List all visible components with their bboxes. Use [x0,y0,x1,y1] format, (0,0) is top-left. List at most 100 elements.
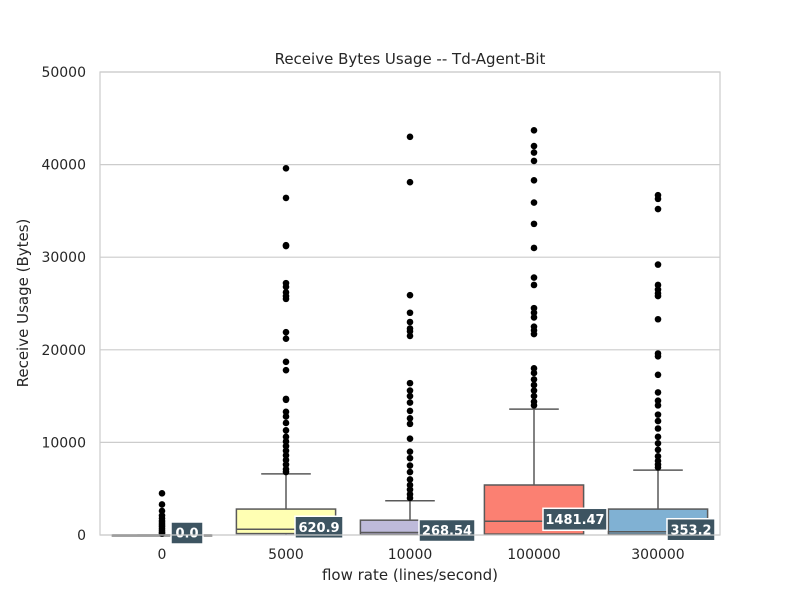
outlier-point [406,481,414,489]
outlier-point [530,127,538,134]
outlier-point [406,291,414,299]
chart-title: Receive Bytes Usage -- Td-Agent-Bit [275,50,546,68]
outlier-point [530,392,538,400]
outlier-point [530,376,538,383]
median-label: 620.9 [294,515,344,540]
outlier-point [406,309,414,317]
outlier-point [158,507,166,515]
median-label: 353.2 [666,517,716,542]
x-tick-label: 5000 [268,547,304,563]
median-label-box [170,521,204,545]
outlier-point [282,335,290,342]
outlier-point [282,452,290,459]
outlier-point [406,454,414,462]
outlier-point [406,462,414,469]
y-axis-label: Receive Usage (Bytes) [14,219,32,388]
outlier-point [654,389,662,396]
y-tick-label: 40000 [41,158,86,174]
y-tick-label: 50000 [41,65,86,81]
outlier-point [282,413,290,420]
y-axis-ticks: 0 10000 20000 30000 40000 50000 [41,65,86,544]
outlier-point [406,407,414,415]
x-axis-label: flow rate (lines/second) [322,566,498,584]
median-label-text: 1481.47 [545,513,604,528]
outlier-point [406,327,414,335]
outlier-point [654,402,662,409]
outlier-point [282,408,290,416]
outlier-point [406,387,414,394]
outlier-point [530,199,538,206]
median-label-box [542,507,608,532]
outlier-point [530,274,538,281]
outlier-point [282,283,290,291]
outlier-point [158,501,166,508]
outlier-point [282,165,290,172]
outlier-point [406,178,414,186]
outlier-point [654,433,662,441]
outlier-point [530,314,538,321]
outlier-point [530,157,538,165]
y-tick-label: 10000 [41,435,86,451]
outlier-point [654,195,662,203]
outlier-point [406,420,414,428]
x-tick-label: 10000 [388,547,433,563]
outlier-point [406,494,414,502]
outlier-point [530,244,538,252]
y-tick-label: 0 [77,528,86,544]
outlier-point [282,461,290,468]
outlier-point [406,318,414,326]
outlier-point [530,149,538,156]
outlier-point [282,433,290,441]
outlier-point [654,425,662,432]
outlier-point [530,177,538,184]
outlier-point [282,427,290,434]
outlier-point [282,447,290,455]
outlier-point [406,486,414,493]
outlier-point [530,220,538,228]
outlier-point [282,295,290,303]
x-axis-ticks: 0 5000 10000 100000 300000 [158,547,685,563]
outlier-point [530,142,538,150]
outlier-point [282,396,290,404]
outlier-point [530,369,538,377]
plot-outliers [158,127,662,537]
outlier-point [282,242,290,250]
outlier-point [406,476,414,483]
outlier-point [530,381,538,389]
outlier-point [530,387,538,394]
outlier-point [406,448,414,455]
outlier-point [530,304,538,312]
outlier-point [654,440,662,447]
outlier-point [654,292,662,300]
outlier-point [282,358,290,366]
y-tick-label: 20000 [41,343,86,359]
outlier-point [406,379,414,387]
outlier-point [654,352,662,360]
outlier-point [654,261,662,268]
median-label-text: 0.0 [175,527,198,542]
outlier-point [654,315,662,323]
outlier-point [530,402,538,409]
outlier-point [282,442,290,450]
outlier-point [282,456,290,464]
median-label-text: 353.2 [670,523,711,538]
median-label-box [418,518,476,543]
outlier-point [282,366,290,374]
median-label-box [294,515,344,540]
outlier-point [158,490,166,497]
median-label: 0.0 [170,521,204,545]
outlier-point [654,205,662,213]
x-tick-label: 0 [158,547,167,563]
outlier-point [406,392,414,400]
outlier-point [530,309,538,317]
outlier-point [530,330,538,338]
outlier-point [406,415,414,422]
plot-frame [99,71,721,536]
median-label-text: 268.54 [422,524,472,539]
median-label: 268.54 [418,518,476,543]
outlier-point [654,464,662,471]
outlier-point [406,435,414,442]
outlier-point [282,328,290,336]
outlier-point [654,417,662,425]
